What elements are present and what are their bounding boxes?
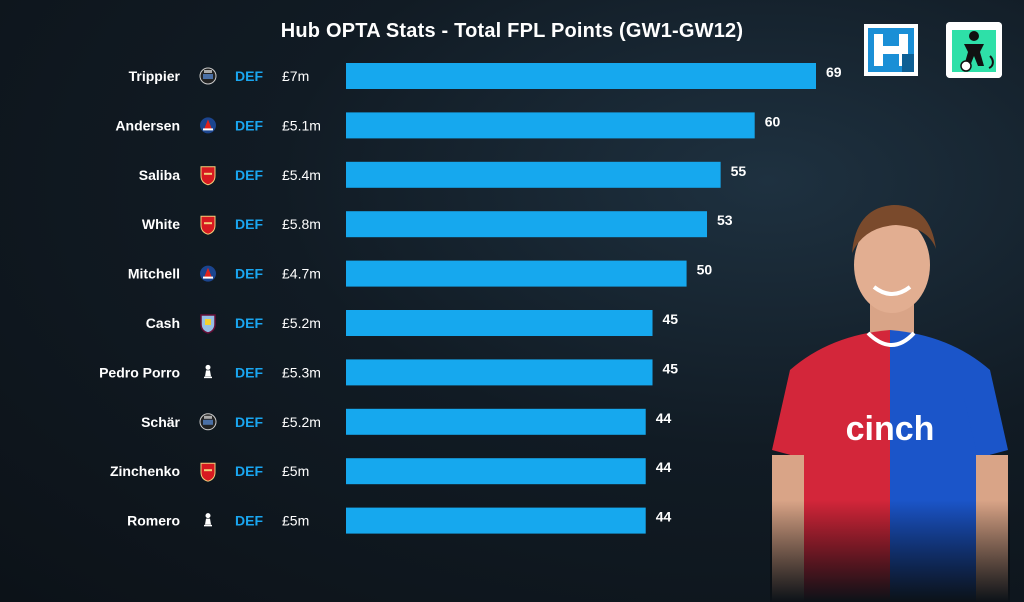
position-label: DEF <box>235 266 263 282</box>
position-label: DEF <box>235 364 263 380</box>
points-value-label: 53 <box>717 212 733 228</box>
player-name-label: Cash <box>146 315 180 331</box>
points-bar <box>346 211 708 238</box>
points-bar <box>346 63 816 89</box>
crystal-palace-crest-icon <box>200 265 216 282</box>
position-label: DEF <box>235 513 263 529</box>
points-bar <box>346 408 646 435</box>
player-name-label: Andersen <box>115 117 180 133</box>
points-bar <box>346 310 653 336</box>
player-name-label: Zinchenko <box>110 463 180 479</box>
crystal-palace-crest-icon <box>200 117 216 134</box>
player-name-label: Mitchell <box>128 266 180 282</box>
fpl-hub-logo <box>946 22 1002 78</box>
points-value-label: 69 <box>826 64 842 80</box>
points-value-label: 55 <box>731 163 747 179</box>
points-value-label: 50 <box>697 262 713 278</box>
points-bar <box>346 458 646 485</box>
price-label: £4.7m <box>282 266 321 282</box>
newcastle-crest-icon <box>199 413 217 431</box>
price-label: £5.1m <box>282 117 321 133</box>
points-value-label: 44 <box>656 410 672 426</box>
tottenham-crest-icon <box>204 513 212 527</box>
points-bar <box>346 260 687 287</box>
hub-logo <box>864 24 918 76</box>
price-label: £5.4m <box>282 167 321 183</box>
chart-title: Hub OPTA Stats - Total FPL Points (GW1-G… <box>280 20 744 42</box>
player-name-label: Schär <box>141 414 180 430</box>
player-name-label: Pedro Porro <box>99 364 180 380</box>
position-label: DEF <box>235 167 263 183</box>
price-label: £5m <box>282 513 309 529</box>
arsenal-crest-icon <box>200 462 216 482</box>
price-label: £5.8m <box>282 216 321 232</box>
points-value-label: 45 <box>663 360 679 376</box>
points-value-label: 44 <box>656 459 672 475</box>
points-bar <box>346 507 646 534</box>
points-value-label: 44 <box>656 509 672 525</box>
position-label: DEF <box>235 68 263 84</box>
price-label: £5.2m <box>282 414 321 430</box>
player-name-label: Romero <box>127 513 180 529</box>
aston-villa-crest-icon <box>200 314 216 334</box>
points-bar <box>346 112 755 139</box>
points-bar <box>346 161 721 188</box>
position-label: DEF <box>235 463 263 479</box>
arsenal-crest-icon <box>200 215 216 235</box>
newcastle-crest-icon <box>199 67 217 85</box>
player-name-label: Trippier <box>129 68 181 84</box>
price-label: £5m <box>282 463 309 479</box>
price-label: £5.2m <box>282 315 321 331</box>
position-label: DEF <box>235 117 263 133</box>
player-image: cinch <box>770 195 1010 602</box>
position-label: DEF <box>235 216 263 232</box>
arsenal-crest-icon <box>200 166 216 186</box>
points-value-label: 60 <box>765 113 781 129</box>
price-label: £5.3m <box>282 364 321 380</box>
tottenham-crest-icon <box>204 364 212 379</box>
price-label: £7m <box>282 68 309 84</box>
points-bar <box>346 359 653 386</box>
player-name-label: Saliba <box>139 167 180 183</box>
position-label: DEF <box>235 414 263 430</box>
points-value-label: 45 <box>663 311 679 327</box>
player-name-label: White <box>142 216 180 232</box>
position-label: DEF <box>235 315 263 331</box>
